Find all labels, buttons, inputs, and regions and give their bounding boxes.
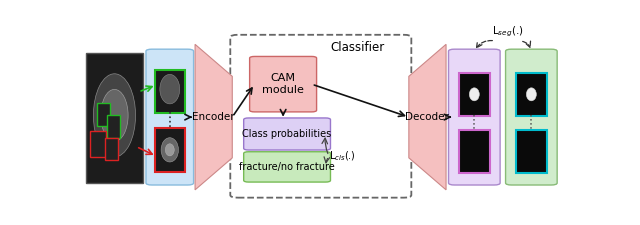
FancyBboxPatch shape: [155, 70, 185, 113]
Polygon shape: [409, 44, 446, 190]
FancyBboxPatch shape: [155, 128, 185, 172]
Ellipse shape: [93, 74, 136, 157]
FancyBboxPatch shape: [449, 49, 500, 185]
Text: Encoder: Encoder: [192, 112, 235, 122]
FancyBboxPatch shape: [250, 56, 317, 112]
Text: L$_{cls}$(.): L$_{cls}$(.): [329, 149, 356, 163]
FancyBboxPatch shape: [459, 130, 490, 173]
FancyBboxPatch shape: [244, 152, 330, 182]
Ellipse shape: [469, 88, 479, 101]
Text: CAM
module: CAM module: [262, 73, 304, 95]
FancyBboxPatch shape: [506, 49, 557, 185]
FancyBboxPatch shape: [105, 138, 118, 160]
FancyBboxPatch shape: [459, 73, 490, 116]
Text: Classifier: Classifier: [331, 41, 385, 54]
FancyBboxPatch shape: [86, 53, 143, 183]
Polygon shape: [195, 44, 232, 190]
Text: fracture/no fracture: fracture/no fracture: [239, 162, 335, 172]
Text: Decoder: Decoder: [405, 112, 449, 122]
Text: L$_{seg}$(.): L$_{seg}$(.): [492, 25, 524, 39]
Ellipse shape: [101, 89, 128, 141]
Text: Class probabilities: Class probabilities: [242, 129, 332, 139]
FancyBboxPatch shape: [90, 130, 106, 157]
FancyBboxPatch shape: [516, 130, 547, 173]
FancyBboxPatch shape: [244, 118, 330, 150]
FancyBboxPatch shape: [108, 115, 120, 138]
Ellipse shape: [161, 138, 179, 162]
Ellipse shape: [526, 88, 536, 101]
Ellipse shape: [165, 144, 174, 156]
FancyBboxPatch shape: [146, 49, 193, 185]
Ellipse shape: [160, 74, 180, 104]
FancyBboxPatch shape: [516, 73, 547, 116]
FancyBboxPatch shape: [97, 103, 110, 126]
